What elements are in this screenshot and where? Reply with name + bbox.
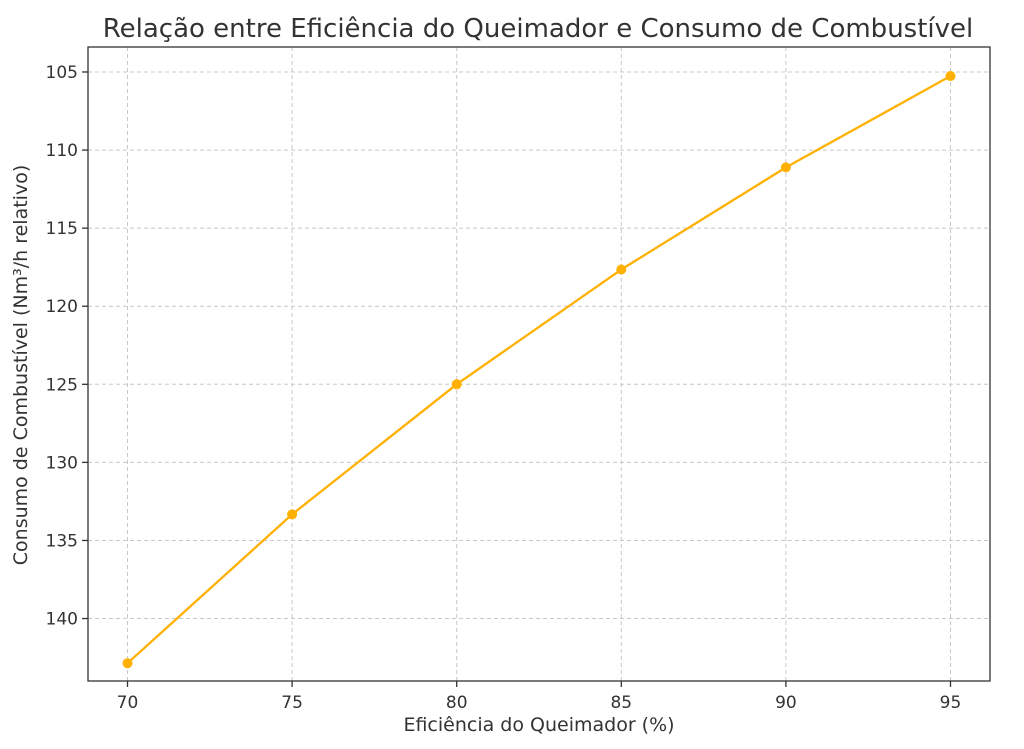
y-tick-label: 115 [46, 219, 78, 239]
chart-title: Relação entre Eficiência do Queimador e … [103, 14, 974, 44]
x-tick-label: 95 [940, 693, 962, 713]
x-tick-label: 85 [610, 693, 632, 713]
y-tick-label: 125 [46, 375, 78, 395]
y-tick-label: 135 [46, 531, 78, 551]
x-tick-label: 80 [446, 693, 468, 713]
x-tick-label: 75 [281, 693, 303, 713]
plot-frame [87, 46, 991, 682]
data-point [945, 71, 956, 82]
axis-ticks: 70 75 80 85 90 95 105 110 115 120 125 130 135 140 [46, 63, 962, 713]
y-tick-label: 105 [46, 63, 78, 83]
y-tick-label: 130 [46, 453, 78, 473]
x-tick-label: 70 [117, 693, 139, 713]
y-tick-label: 120 [46, 297, 78, 317]
data-point [287, 509, 298, 520]
data-point [616, 264, 627, 275]
data-point [451, 379, 462, 390]
x-axis-label: Eficiência do Queimador (%) [403, 714, 674, 736]
series-line [126, 75, 952, 665]
grid-lines [88, 47, 990, 681]
x-tick-label: 90 [775, 693, 797, 713]
series-layer [122, 71, 956, 669]
y-tick-label: 140 [46, 610, 78, 630]
data-point [780, 162, 791, 173]
y-axis-label: Consumo de Combustível (Nm³/h relativo) [10, 165, 32, 565]
y-tick-label: 110 [46, 141, 78, 161]
data-point [122, 658, 133, 669]
